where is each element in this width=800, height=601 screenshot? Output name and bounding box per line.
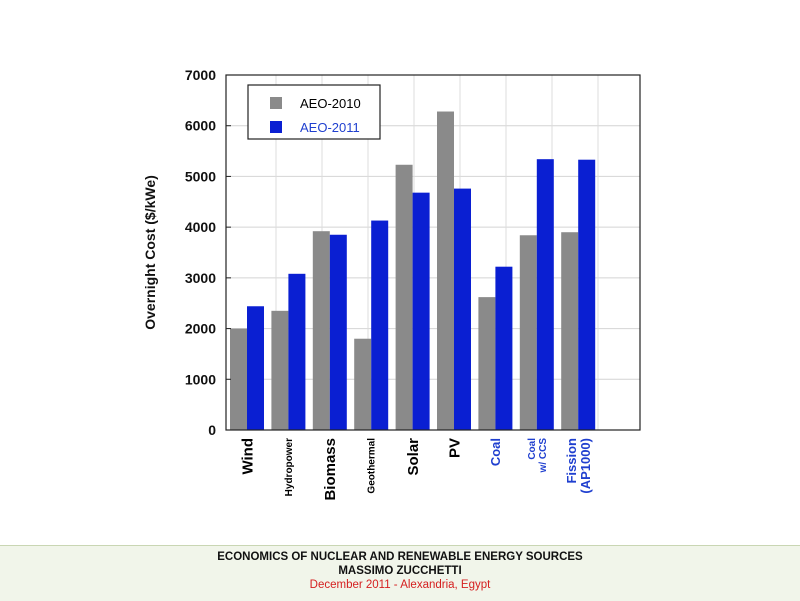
footer-title: ECONOMICS OF NUCLEAR AND RENEWABLE ENERG… [217, 551, 583, 563]
legend-label: AEO-2011 [300, 120, 360, 135]
bar-aeo-2010 [230, 328, 247, 430]
footer-date-location: December 2011 - Alexandria, Egypt [309, 579, 491, 591]
x-category-label: Coal [488, 438, 503, 466]
plot-frame [225, 74, 641, 431]
bar-aeo-2010 [395, 164, 413, 430]
x-category-label: Geothermal [367, 438, 378, 494]
bar-aeo-2011 [578, 159, 596, 430]
bar-aeo-2010 [437, 111, 454, 430]
x-category-label: Hydropower [284, 438, 295, 496]
bar-aeo-2011 [536, 159, 554, 430]
bar-chart: 0 1000 2000 3000 4000 5000 6000 7000 Overnight C… [142, 67, 641, 501]
y-tick-label: 7000 [185, 67, 216, 83]
y-tick-label: 4000 [185, 219, 216, 235]
y-tick-label: 2000 [185, 321, 216, 337]
x-category-label: Wind [239, 438, 256, 475]
bar-aeo-2011 [329, 234, 347, 430]
bar-aeo-2010 [312, 231, 330, 430]
bar-aeo-2010 [478, 297, 496, 430]
bar-aeo-2011 [454, 188, 471, 430]
x-category-label: w/ CCS [538, 438, 549, 474]
legend-swatch [270, 121, 282, 133]
bar-aeo-2011 [288, 273, 306, 430]
bar-aeo-2010 [561, 232, 579, 430]
bar-aeo-2010 [519, 235, 537, 430]
y-tick-label: 0 [208, 422, 216, 438]
footer-author: MASSIMO ZUCCHETTI [338, 565, 462, 577]
x-category-label: PV [446, 438, 463, 458]
bar-aeo-2010 [354, 338, 372, 430]
y-axis-title: Overnight Cost ($/kWe) [142, 175, 158, 330]
bar-aeo-2011 [412, 192, 430, 430]
x-category-label: Fission [564, 438, 579, 484]
bar-aeo-2010 [271, 310, 289, 430]
x-category-label: Biomass [322, 438, 339, 501]
y-tick-label: 1000 [185, 371, 216, 387]
y-tick-label: 5000 [185, 168, 216, 184]
x-category-label: (AP1000) [578, 438, 593, 494]
slide-footer: ECONOMICS OF NUCLEAR AND RENEWABLE ENERG… [0, 545, 800, 601]
bar-aeo-2011 [371, 220, 389, 430]
legend-swatch [270, 97, 282, 109]
legend-label: AEO-2010 [300, 96, 361, 111]
bar-aeo-2011 [495, 266, 513, 430]
bar-aeo-2011 [247, 306, 264, 430]
x-category-label: Solar [405, 438, 422, 476]
y-tick-label: 3000 [185, 270, 216, 286]
x-category-label: Coal [527, 438, 538, 460]
y-tick-label: 6000 [185, 118, 216, 134]
